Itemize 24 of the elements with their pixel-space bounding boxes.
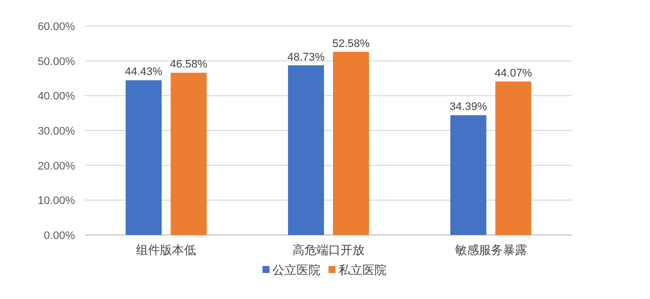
y-tick-label: 0.00% — [44, 230, 76, 242]
x-tick-label: 高危端口开放 — [292, 243, 364, 257]
y-tick-label: 10.00% — [38, 195, 76, 208]
bar — [333, 52, 369, 235]
y-tick-label: 30.00% — [38, 126, 76, 138]
y-tick-label: 20.00% — [38, 160, 76, 172]
x-tick-label: 组件版本低 — [136, 243, 196, 257]
data-label: 48.73% — [287, 51, 325, 64]
data-label: 44.07% — [494, 67, 532, 80]
legend-label: 公立医院 — [272, 263, 320, 277]
y-tick-label: 60.00% — [38, 21, 76, 33]
x-tick-label: 敏感服务暴露 — [454, 243, 527, 257]
data-label: 34.39% — [450, 101, 488, 114]
bar — [288, 65, 324, 235]
bar — [126, 80, 162, 235]
bar — [495, 81, 532, 235]
y-tick-label: 40.00% — [38, 90, 76, 103]
bar — [170, 72, 207, 235]
legend-label: 私立医院 — [338, 263, 386, 277]
bar — [450, 115, 486, 235]
data-label: 46.58% — [170, 58, 208, 71]
data-label: 44.43% — [125, 66, 163, 78]
data-label: 52.58% — [332, 38, 370, 50]
y-tick-label: 50.00% — [38, 56, 76, 68]
